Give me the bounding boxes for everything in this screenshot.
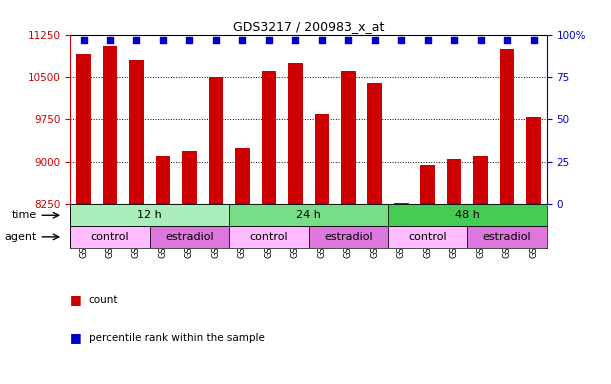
Bar	[229, 204, 388, 226]
Bar	[129, 60, 144, 204]
Bar	[235, 148, 250, 204]
Text: 12 h: 12 h	[137, 210, 162, 220]
Bar	[367, 83, 382, 204]
Point	[79, 36, 89, 43]
Point	[317, 36, 327, 43]
Text: count: count	[89, 295, 118, 305]
Bar	[103, 46, 117, 204]
Point	[264, 36, 274, 43]
Text: control: control	[249, 232, 288, 242]
Text: estradiol: estradiol	[324, 232, 373, 242]
Point	[105, 36, 115, 43]
Point	[476, 36, 486, 43]
Bar	[447, 159, 461, 204]
Bar	[388, 226, 467, 248]
Bar	[388, 204, 547, 226]
Point	[370, 36, 379, 43]
Bar	[309, 226, 388, 248]
Bar	[288, 63, 302, 204]
Point	[449, 36, 459, 43]
Text: control: control	[90, 232, 130, 242]
Text: estradiol: estradiol	[165, 232, 214, 242]
Point	[343, 36, 353, 43]
Bar	[315, 114, 329, 204]
Point	[502, 36, 512, 43]
Text: estradiol: estradiol	[483, 232, 532, 242]
Bar	[229, 226, 309, 248]
Bar	[208, 77, 223, 204]
Bar	[394, 203, 409, 204]
Point	[238, 36, 247, 43]
Point	[131, 36, 141, 43]
Text: 24 h: 24 h	[296, 210, 321, 220]
Bar	[526, 117, 541, 204]
Point	[423, 36, 433, 43]
Bar	[70, 226, 150, 248]
Bar	[156, 156, 170, 204]
Text: control: control	[408, 232, 447, 242]
Title: GDS3217 / 200983_x_at: GDS3217 / 200983_x_at	[233, 20, 384, 33]
Bar	[420, 165, 435, 204]
Text: ■: ■	[70, 293, 82, 306]
Bar	[262, 71, 276, 204]
Bar	[182, 151, 197, 204]
Point	[185, 36, 194, 43]
Bar	[150, 226, 229, 248]
Text: ■: ■	[70, 331, 82, 344]
Bar	[500, 49, 514, 204]
Point	[290, 36, 300, 43]
Point	[211, 36, 221, 43]
Bar	[467, 226, 547, 248]
Bar	[70, 204, 229, 226]
Bar	[474, 156, 488, 204]
Point	[397, 36, 406, 43]
Point	[529, 36, 538, 43]
Point	[158, 36, 168, 43]
Text: 48 h: 48 h	[455, 210, 480, 220]
Text: time: time	[12, 210, 37, 220]
Bar	[76, 55, 91, 204]
Text: agent: agent	[4, 232, 37, 242]
Text: percentile rank within the sample: percentile rank within the sample	[89, 333, 265, 343]
Bar	[341, 71, 356, 204]
